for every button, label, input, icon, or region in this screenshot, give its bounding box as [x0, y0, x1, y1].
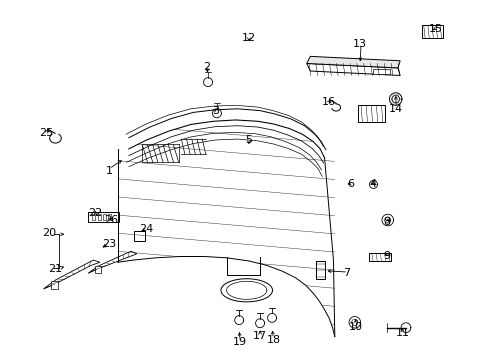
Polygon shape — [88, 251, 137, 273]
FancyBboxPatch shape — [88, 212, 119, 222]
Text: 23: 23 — [102, 239, 116, 249]
Text: 4: 4 — [369, 179, 376, 189]
Text: 12: 12 — [242, 33, 256, 43]
Text: 1: 1 — [105, 166, 112, 176]
FancyBboxPatch shape — [94, 266, 101, 273]
Text: 21: 21 — [48, 264, 62, 274]
FancyBboxPatch shape — [103, 214, 106, 220]
Text: 13: 13 — [352, 39, 366, 49]
FancyBboxPatch shape — [107, 214, 110, 220]
Text: 14: 14 — [388, 104, 402, 114]
FancyBboxPatch shape — [368, 253, 390, 261]
Polygon shape — [306, 57, 399, 68]
Text: 5: 5 — [245, 135, 252, 145]
Text: 7: 7 — [343, 269, 349, 278]
FancyBboxPatch shape — [421, 25, 442, 38]
Text: 10: 10 — [348, 322, 362, 332]
FancyBboxPatch shape — [134, 231, 144, 242]
Text: 2: 2 — [203, 62, 210, 72]
Polygon shape — [43, 260, 100, 289]
Text: 18: 18 — [266, 335, 280, 345]
Text: 22: 22 — [88, 208, 102, 219]
Text: 16: 16 — [322, 97, 335, 107]
Text: 24: 24 — [139, 224, 153, 234]
FancyBboxPatch shape — [315, 261, 325, 279]
FancyBboxPatch shape — [92, 214, 95, 220]
FancyBboxPatch shape — [358, 105, 384, 122]
Text: 6: 6 — [347, 179, 354, 189]
Text: 25: 25 — [40, 128, 54, 138]
Text: 9: 9 — [383, 251, 389, 261]
Text: 17: 17 — [252, 331, 266, 341]
Text: 8: 8 — [383, 217, 389, 227]
Text: 26: 26 — [104, 215, 118, 225]
FancyBboxPatch shape — [98, 214, 101, 220]
FancyBboxPatch shape — [373, 69, 389, 74]
Text: 15: 15 — [428, 24, 442, 34]
FancyBboxPatch shape — [51, 282, 58, 288]
Text: 19: 19 — [232, 337, 246, 347]
Text: 11: 11 — [395, 328, 408, 338]
Text: 20: 20 — [41, 228, 56, 238]
Polygon shape — [306, 63, 399, 76]
Text: 3: 3 — [212, 106, 219, 116]
